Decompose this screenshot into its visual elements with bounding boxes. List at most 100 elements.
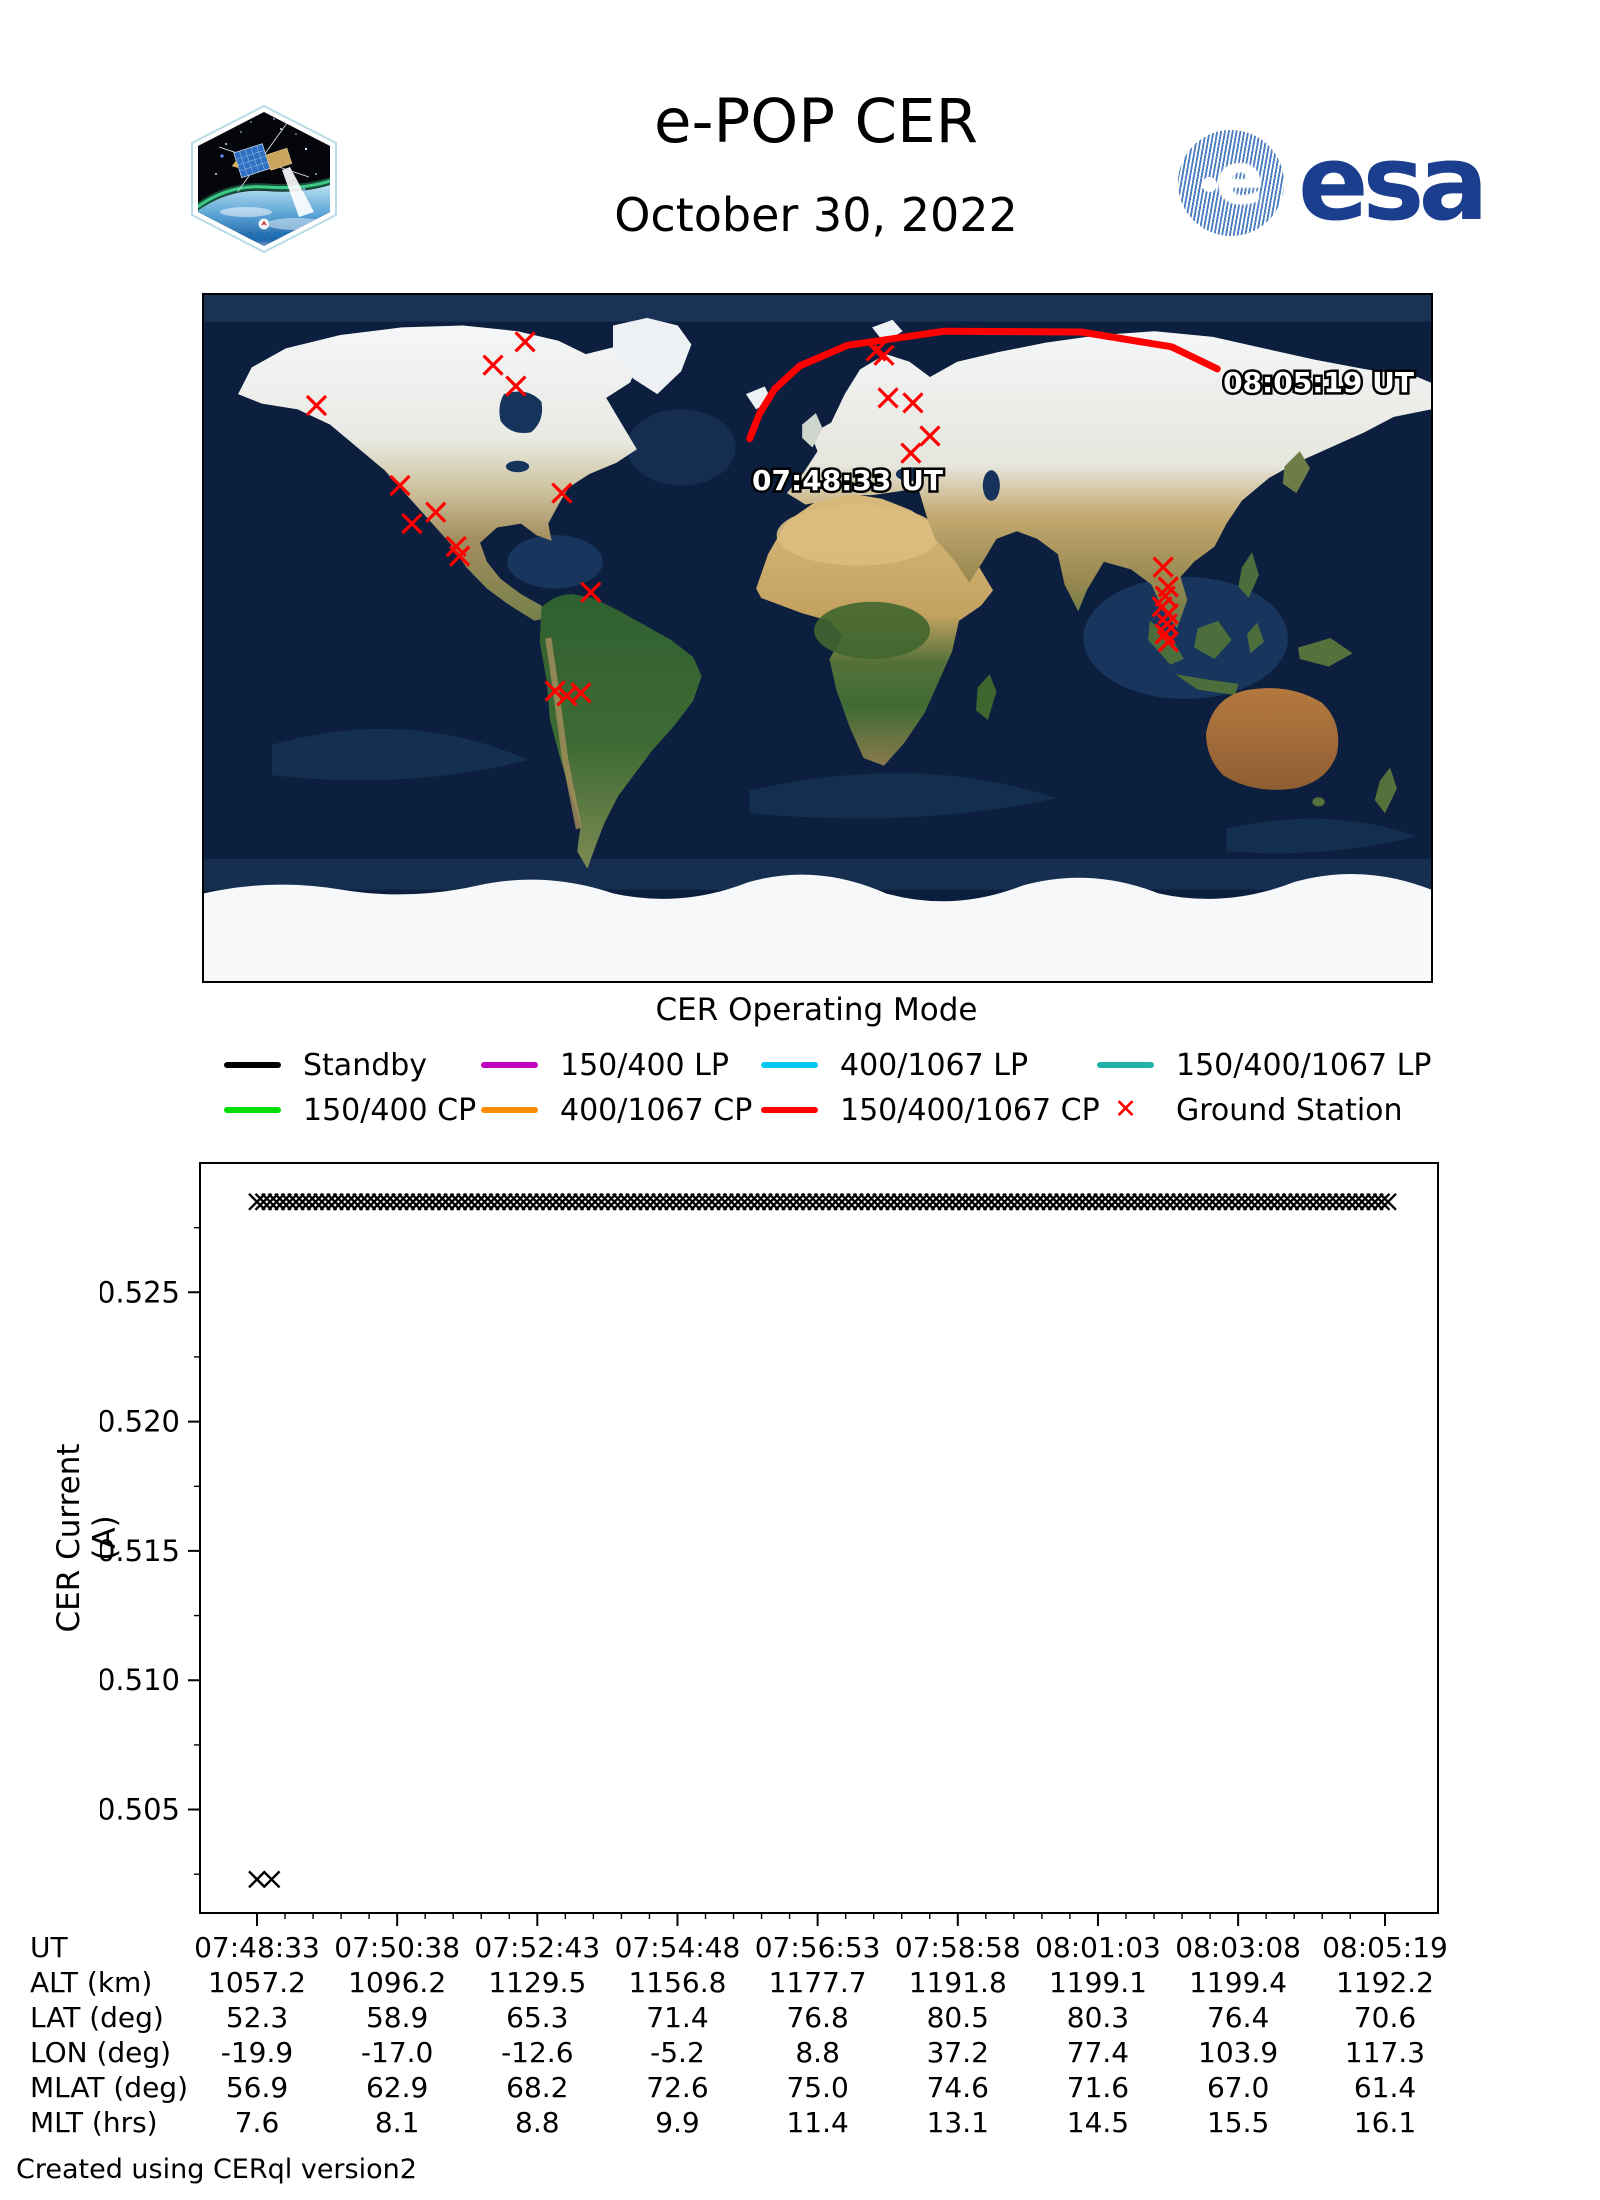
table-cell: 75.0 [786,2071,849,2104]
esa-logo: e esa [1170,120,1489,250]
table-cell: 65.3 [506,2001,569,2034]
table-cell: 37.2 [926,2036,989,2069]
table-cell: 76.4 [1206,2001,1270,2034]
ground-station-markers [305,331,1179,707]
plot-frame [199,1162,1439,1914]
cer-current-plot: 0.505 0.510 0.515 0.520 0.525 [100,1162,1439,1926]
pass-end-time-label: 08:05:19 UT [1223,366,1414,399]
legend-item-150-400-lp: 150/400 LP [481,1046,729,1084]
legend-item-400-1067-lp: 400/1067 LP [761,1046,1028,1084]
legend-item-150-400-1067-cp: 150/400/1067 CP [761,1091,1100,1129]
credit-note: Created using CERql version2 [16,2154,417,2185]
table-cell: -19.9 [220,2036,294,2069]
table-cell: 62.9 [365,2071,429,2104]
table-cell: 117.3 [1344,2036,1426,2069]
table-row-label: MLAT (deg) [30,2071,189,2104]
y-tick-label: 0.515 [100,1534,180,1568]
legend-line-swatch [224,1107,281,1113]
legend-item-150-400-1067-lp: 150/400/1067 LP [1097,1046,1431,1084]
legend-line-swatch [481,1107,538,1113]
table-cell: 56.9 [225,2071,289,2104]
table-cell: 71.4 [646,2001,709,2034]
esa-globe-dot [1202,177,1217,192]
legend-line-swatch [481,1062,538,1068]
map-caption: CER Operating Mode [655,992,978,1028]
table-cell: 1199.1 [1048,1966,1147,1999]
table-cell: 80.3 [1066,2001,1130,2034]
table-cell: 07:56:53 [754,1931,881,1964]
esa-globe-e: e [1216,138,1264,220]
continent-south-america [539,594,702,869]
table-cell: 61.4 [1353,2071,1417,2104]
legend: Standby 150/400 LP 400/1067 LP 150/400/1067… [0,1046,1600,1138]
table-cell: 07:50:38 [334,1931,461,1964]
table-cell: 70.6 [1353,2001,1417,2034]
y-minor-ticks [194,1226,200,1875]
world-map: 07:48:33 UT 08:05:19 UT [202,293,1433,983]
table-row-label: LON (deg) [30,2036,172,2069]
x-minor-ticks [284,1913,1351,1919]
map-overlay: 07:48:33 UT 08:05:19 UT [305,327,1416,707]
legend-label: Standby [303,1047,428,1083]
legend-label: 400/1067 CP [560,1092,753,1128]
legend-line-swatch [1097,1062,1154,1068]
table-cell: 72.6 [646,2071,709,2104]
table-row-label: MLT (hrs) [30,2106,158,2139]
legend-item-150-400-cp: 150/400 CP [224,1091,476,1129]
pass-start-time-label: 07:48:33 UT [752,464,943,497]
legend-item-standby: Standby [224,1046,427,1084]
legend-line-swatch [761,1107,818,1113]
table-cell: 13.1 [926,2106,989,2139]
table-cell: 07:52:43 [474,1931,601,1964]
table-cell: 58.9 [365,2001,429,2034]
table-cell: 15.5 [1206,2106,1270,2139]
table-cell: 1199.4 [1189,1966,1288,1999]
y-major-ticks [188,1291,200,1811]
legend-label: Ground Station [1176,1092,1403,1128]
table-cell: 67.0 [1206,2071,1270,2104]
table-cell: 71.6 [1066,2071,1130,2104]
table-cell: 07:54:48 [614,1931,741,1964]
table-cell: 9.9 [655,2106,700,2139]
esa-wordmark: esa [1298,122,1489,244]
y-axis-label: CER Current (A) [51,1443,123,1633]
table-cell: 1156.8 [628,1966,727,1999]
scatter-series-x-points [248,1870,281,1889]
x-major-ticks [256,1913,1386,1926]
continent-antarctica [204,873,1431,981]
legend-label: 150/400 CP [303,1092,477,1128]
legend-label: 400/1067 LP [840,1047,1029,1083]
cassiope-mission-patch: CASSIOPE [191,104,337,254]
table-row-label: ALT (km) [30,1966,153,1999]
table-cell: 16.1 [1353,2106,1417,2139]
table-cell: 08:03:08 [1175,1931,1301,1964]
legend-label: 150/400 LP [560,1047,729,1083]
legend-item-400-1067-cp: 400/1067 CP [481,1091,752,1129]
satellite-trajectory [746,327,1221,443]
page-date: October 30, 2022 [614,188,1018,242]
table-cell: 1192.2 [1336,1966,1434,1999]
table-cell: 74.6 [926,2071,989,2104]
table-cell: 76.8 [786,2001,849,2034]
y-tick-label: 0.520 [100,1405,180,1439]
table-cell: 68.2 [506,2071,569,2104]
table-cell: -17.0 [360,2036,434,2069]
table-cell: 1191.8 [908,1966,1007,1999]
table-row-label: LAT (deg) [30,2001,164,2034]
continent-australia [1206,688,1339,790]
esa-globe-icon: e [1178,130,1284,236]
table-cell: 1129.5 [488,1966,587,1999]
table-cell: -5.2 [650,2036,705,2069]
legend-line-swatch [761,1062,818,1068]
table-cell: 07:58:58 [894,1931,1021,1964]
table-cell: 14.5 [1066,2106,1130,2139]
legend-label: 150/400/1067 CP [840,1092,1100,1128]
patch-satellite [219,122,309,192]
continent-eurasia [786,331,1431,629]
table-cell: 08:01:03 [1035,1931,1161,1964]
table-cell: 8.8 [795,2036,840,2069]
y-tick-label: 0.505 [100,1793,180,1827]
table-cell: 7.6 [234,2106,280,2139]
table-cell: -12.6 [501,2036,574,2069]
